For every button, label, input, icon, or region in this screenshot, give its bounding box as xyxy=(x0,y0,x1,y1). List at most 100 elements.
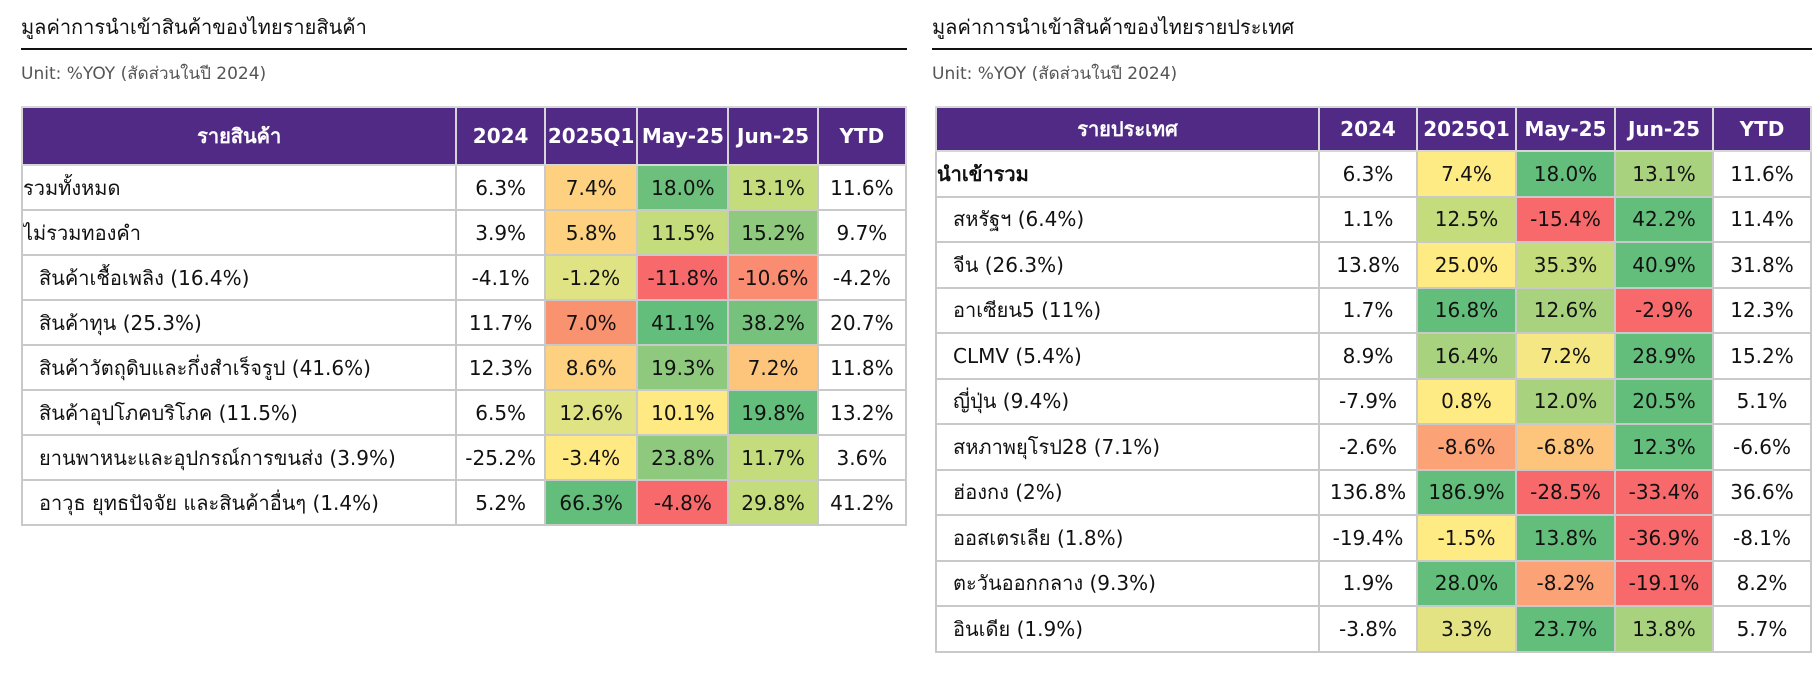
value-cell: 11.6% xyxy=(1712,150,1812,198)
row-label: สหภาพยุโรป28 (7.1%) xyxy=(935,423,1320,471)
panel-title: มูลค่าการนำเข้าสินค้าของไทยรายประเทศ xyxy=(932,12,1812,50)
table-row: ออสเตรเลีย (1.8%) -19.4% -1.5% 13.8% -36.9% -… xyxy=(935,514,1812,562)
row-label: สินค้าทุน (25.3%) xyxy=(20,299,458,346)
country-panel: มูลค่าการนำเข้าสินค้าของไทยรายประเทศ Uni… xyxy=(932,12,1812,653)
panel-title: มูลค่าการนำเข้าสินค้าของไทยรายสินค้า xyxy=(21,12,907,50)
value-cell: 1.1% xyxy=(1318,195,1418,243)
value-cell: -4.2% xyxy=(816,254,908,301)
row-label: ยานพาหนะและอุปกรณ์การขนส่ง (3.9%) xyxy=(20,434,458,481)
row-label: ญี่ปุ่น (9.4%) xyxy=(935,377,1320,425)
value-cell: 15.2% xyxy=(727,209,819,256)
row-label: สินค้าวัตถุดิบและกึ่งสำเร็จรูป (41.6%) xyxy=(20,344,458,391)
value-cell: 7.4% xyxy=(1416,150,1517,198)
value-cell: 12.3% xyxy=(1712,286,1812,334)
value-cell: -1.5% xyxy=(1416,514,1517,562)
value-cell: 10.1% xyxy=(636,389,730,436)
value-cell: 7.2% xyxy=(1515,332,1616,380)
value-cell: -7.9% xyxy=(1318,377,1418,425)
value-cell: 12.0% xyxy=(1515,377,1616,425)
value-cell: -8.2% xyxy=(1515,559,1616,607)
value-cell: -33.4% xyxy=(1614,468,1714,516)
table-row: สินค้าทุน (25.3%) 11.7% 7.0% 41.1% 38.2% 20.7… xyxy=(20,299,908,346)
value-cell: 12.5% xyxy=(1416,195,1517,243)
value-cell: -11.8% xyxy=(636,254,730,301)
value-cell: -3.4% xyxy=(543,434,639,481)
value-cell: -15.4% xyxy=(1515,195,1616,243)
goods-panel: มูลค่าการนำเข้าสินค้าของไทยรายสินค้า Uni… xyxy=(20,12,908,526)
value-cell: 16.8% xyxy=(1416,286,1517,334)
row-label: ฮ่องกง (2%) xyxy=(935,468,1320,516)
value-cell: -2.6% xyxy=(1318,423,1418,471)
value-cell: 40.9% xyxy=(1614,241,1714,289)
table-row: ญี่ปุ่น (9.4%) -7.9% 0.8% 12.0% 20.5% 5.1% xyxy=(935,377,1812,425)
value-cell: 5.7% xyxy=(1712,605,1812,653)
value-cell: 13.8% xyxy=(1614,605,1714,653)
row-label: อาวุธ ยุทธปัจจัย และสินค้าอื่นๆ (1.4%) xyxy=(20,479,458,526)
value-cell: 23.8% xyxy=(636,434,730,481)
row-label: นำเข้ารวม xyxy=(935,150,1320,198)
row-label: ออสเตรเลีย (1.8%) xyxy=(935,514,1320,562)
table-body: รวมทั้งหมด 6.3% 7.4% 18.0% 13.1% 11.6% ไม่รวมท… xyxy=(20,164,908,526)
value-cell: 41.1% xyxy=(636,299,730,346)
value-cell: 11.7% xyxy=(455,299,546,346)
value-cell: 13.8% xyxy=(1318,241,1418,289)
value-cell: 11.7% xyxy=(727,434,819,481)
unit-note: Unit: %YOY (สัดส่วนในปี 2024) xyxy=(21,64,267,84)
table-row: สินค้าอุปโภคบริโภค (11.5%) 6.5% 12.6% 10.1%… xyxy=(20,389,908,436)
row-label: ตะวันออกกลาง (9.3%) xyxy=(935,559,1320,607)
value-cell: 20.7% xyxy=(816,299,908,346)
value-cell: 12.6% xyxy=(543,389,639,436)
value-cell: -36.9% xyxy=(1614,514,1714,562)
column-header: May-25 xyxy=(1515,106,1616,152)
row-label: จีน (26.3%) xyxy=(935,241,1320,289)
goods-table: รายสินค้า 2024 2025Q1 May-25 Jun-25 YTD รวมทั… xyxy=(20,106,908,526)
value-cell: 8.2% xyxy=(1712,559,1812,607)
value-cell: 5.8% xyxy=(543,209,639,256)
column-header: Jun-25 xyxy=(727,106,819,166)
value-cell: 36.6% xyxy=(1712,468,1812,516)
column-header: YTD xyxy=(816,106,908,166)
header-row: รายประเทศ 2024 2025Q1 May-25 Jun-25 YTD xyxy=(935,106,1812,152)
row-label: สินค้าอุปโภคบริโภค (11.5%) xyxy=(20,389,458,436)
column-header: 2025Q1 xyxy=(1416,106,1517,152)
value-cell: -8.6% xyxy=(1416,423,1517,471)
table-row: สินค้าวัตถุดิบและกึ่งสำเร็จรูป (41.6%) 12… xyxy=(20,344,908,391)
value-cell: 6.3% xyxy=(1318,150,1418,198)
table-row: จีน (26.3%) 13.8% 25.0% 35.3% 40.9% 31.8% xyxy=(935,241,1812,289)
value-cell: 6.3% xyxy=(455,164,546,211)
value-cell: 25.0% xyxy=(1416,241,1517,289)
value-cell: 42.2% xyxy=(1614,195,1714,243)
value-cell: 9.7% xyxy=(816,209,908,256)
table-row: สหภาพยุโรป28 (7.1%) -2.6% -8.6% -6.8% 12.3% -… xyxy=(935,423,1812,471)
value-cell: 8.6% xyxy=(543,344,639,391)
value-cell: 1.7% xyxy=(1318,286,1418,334)
table-row: CLMV (5.4%) 8.9% 16.4% 7.2% 28.9% 15.2% xyxy=(935,332,1812,380)
value-cell: 19.8% xyxy=(727,389,819,436)
table-row: ฮ่องกง (2%) 136.8% 186.9% -28.5% -33.4% 36.6% xyxy=(935,468,1812,516)
value-cell: 12.3% xyxy=(1614,423,1714,471)
table-row: ตะวันออกกลาง (9.3%) 1.9% 28.0% -8.2% -19.1% 8… xyxy=(935,559,1812,607)
value-cell: 16.4% xyxy=(1416,332,1517,380)
row-label: สินค้าเชื้อเพลิง (16.4%) xyxy=(20,254,458,301)
value-cell: 35.3% xyxy=(1515,241,1616,289)
value-cell: 15.2% xyxy=(1712,332,1812,380)
value-cell: 7.2% xyxy=(727,344,819,391)
value-cell: 3.3% xyxy=(1416,605,1517,653)
value-cell: -28.5% xyxy=(1515,468,1616,516)
table-row: อาวุธ ยุทธปัจจัย และสินค้าอื่นๆ (1.4%) 5.… xyxy=(20,479,908,526)
value-cell: 11.8% xyxy=(816,344,908,391)
value-cell: 31.8% xyxy=(1712,241,1812,289)
value-cell: -6.6% xyxy=(1712,423,1812,471)
value-cell: 186.9% xyxy=(1416,468,1517,516)
value-cell: 3.9% xyxy=(455,209,546,256)
value-cell: -19.1% xyxy=(1614,559,1714,607)
value-cell: 7.0% xyxy=(543,299,639,346)
value-cell: 28.0% xyxy=(1416,559,1517,607)
value-cell: 5.2% xyxy=(455,479,546,526)
value-cell: -4.8% xyxy=(636,479,730,526)
table-row: นำเข้ารวม 6.3% 7.4% 18.0% 13.1% 11.6% xyxy=(935,150,1812,198)
value-cell: 13.2% xyxy=(816,389,908,436)
value-cell: 1.9% xyxy=(1318,559,1418,607)
row-label: อาเซียน5 (11%) xyxy=(935,286,1320,334)
